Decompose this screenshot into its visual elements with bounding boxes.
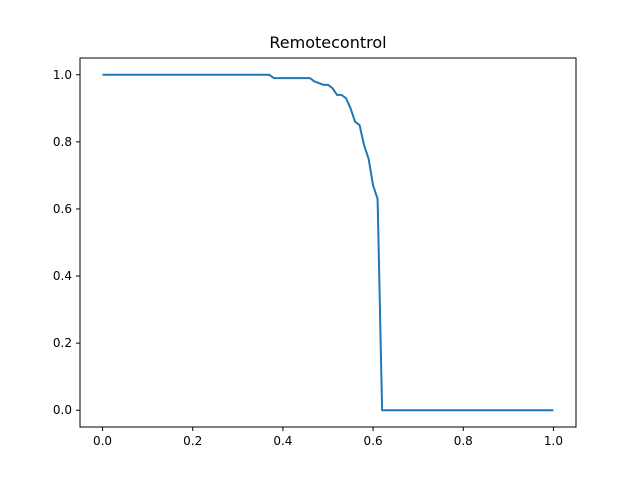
x-tick-label: 0.6 [364,434,383,448]
x-tick-label: 0.2 [183,434,202,448]
y-tick-label: 1.0 [53,68,72,82]
y-tick-label: 0.6 [53,202,72,216]
axes-frame [79,57,577,428]
series-line [102,73,554,412]
y-tick-label: 0.4 [53,269,72,283]
axis-ticks: 0.0 0.2 0.4 0.6 0.8 1.0 0.0 0.2 0.4 0.6 0.8 1.0 [53,68,563,448]
y-tick-label: 0.0 [53,403,72,417]
x-tick-label: 0.4 [273,434,292,448]
x-tick-label: 0.8 [454,434,473,448]
chart-title: Remotecontrol [269,33,386,52]
x-tick-label: 0.0 [93,434,112,448]
y-tick-label: 0.2 [53,336,72,350]
x-tick-label: 1.0 [544,434,563,448]
y-tick-label: 0.8 [53,135,72,149]
